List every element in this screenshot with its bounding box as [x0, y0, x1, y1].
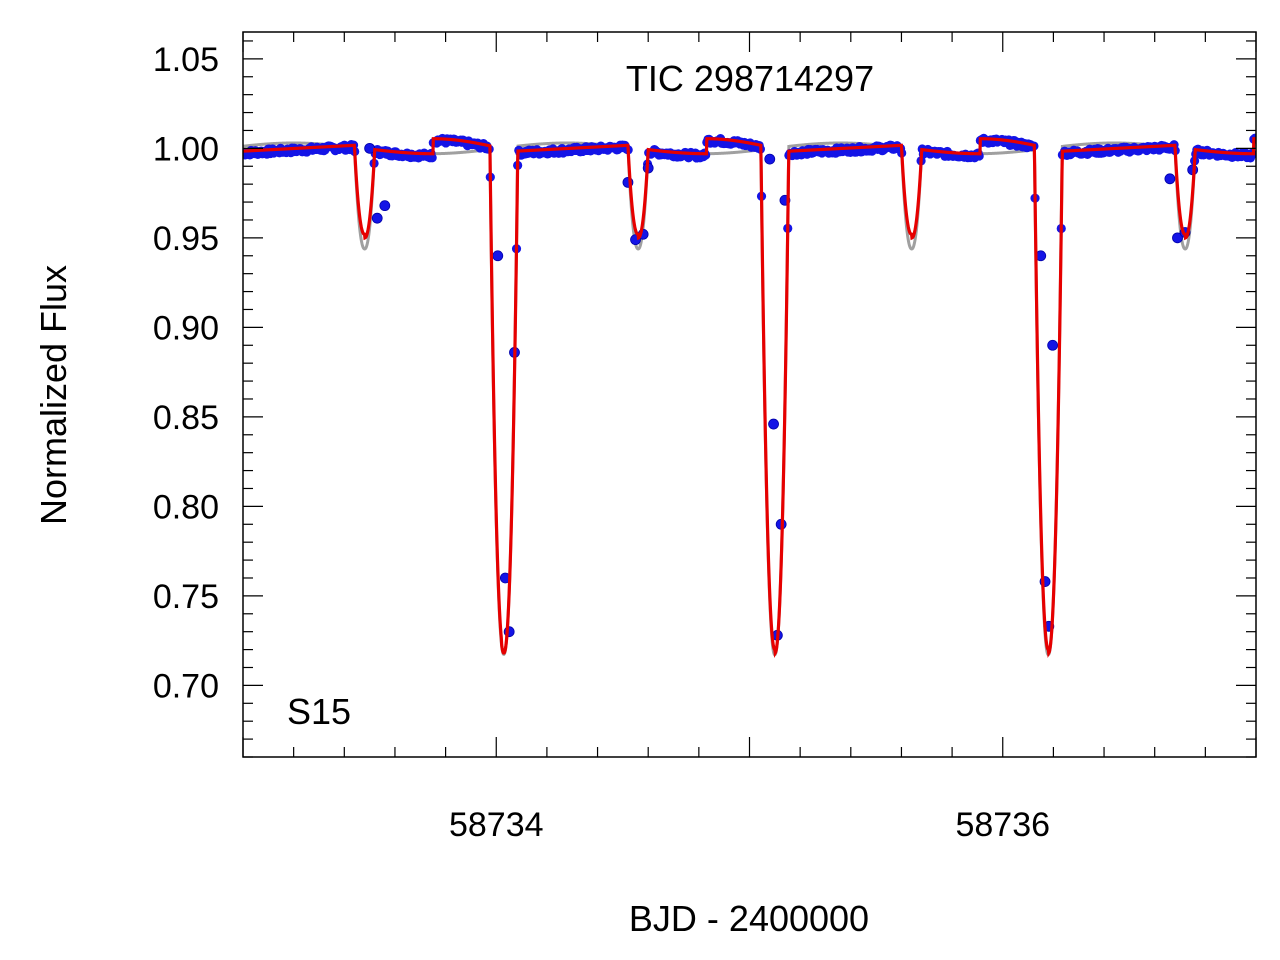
y-tick-label: 0.70: [153, 667, 219, 705]
data-point: [492, 250, 504, 262]
data-point: [1172, 232, 1183, 244]
data-point: [371, 212, 383, 224]
reference-model-curve: [243, 141, 1256, 657]
data-point: [1047, 339, 1059, 351]
y-tick-label: 1.00: [153, 130, 219, 168]
x-axis-title: BJD - 2400000: [629, 898, 869, 939]
model-curve: [243, 137, 1256, 659]
data-point: [379, 200, 391, 212]
plot-area: [243, 133, 1256, 659]
y-axis-title: Normalized Flux: [33, 265, 74, 525]
y-tick-label: 0.90: [153, 309, 219, 347]
x-tick-label: 58736: [955, 806, 1050, 844]
data-point: [768, 418, 779, 430]
data-point: [1164, 173, 1176, 185]
y-tick-label: 0.80: [153, 488, 219, 526]
x-tick-label: 58734: [449, 806, 544, 844]
y-tick-label: 0.95: [153, 220, 219, 258]
chart-title: TIC 298714297: [626, 58, 874, 99]
data-point: [764, 153, 776, 165]
data-point: [427, 153, 437, 163]
y-tick-label: 1.05: [153, 41, 219, 79]
y-tick-label: 0.85: [153, 399, 219, 437]
y-tick-label: 0.75: [153, 578, 219, 616]
sector-annotation: S15: [287, 691, 351, 732]
